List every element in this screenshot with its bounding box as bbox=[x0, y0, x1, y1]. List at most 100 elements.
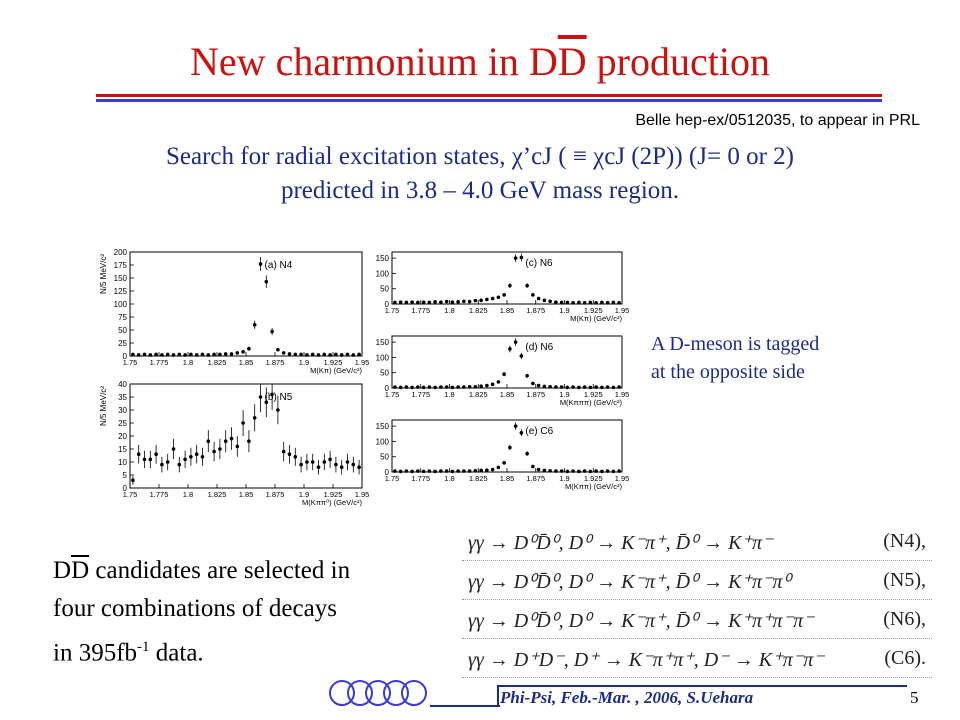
data-point bbox=[270, 392, 274, 397]
x-tick-label: 1.925 bbox=[324, 490, 343, 499]
data-point bbox=[508, 283, 512, 288]
x-tick-label: 1.95 bbox=[615, 474, 630, 483]
data-point bbox=[502, 461, 506, 465]
panel-label: (a) N4 bbox=[265, 260, 293, 271]
y-axis-label: N/5 MeV/c² bbox=[99, 386, 108, 426]
data-point bbox=[462, 299, 466, 304]
data-point bbox=[194, 452, 199, 456]
headline-line-2: predicted in 3.8 – 4.0 GeV mass region. bbox=[280, 177, 680, 204]
x-axis-label: M(Kπ) (GeV/c²) bbox=[570, 314, 622, 323]
y-tick-label: 25 bbox=[118, 339, 127, 348]
data-point bbox=[548, 468, 552, 473]
data-point bbox=[404, 300, 409, 305]
data-point bbox=[177, 462, 182, 467]
data-point bbox=[183, 353, 187, 357]
data-point bbox=[605, 300, 610, 305]
side-note-line-2: at the opposite side bbox=[651, 361, 805, 383]
plot-frame bbox=[129, 383, 363, 489]
data-point bbox=[525, 373, 529, 378]
data-point bbox=[154, 452, 158, 456]
data-point bbox=[536, 467, 541, 472]
headline: Search for radial excitation states, χ’c… bbox=[0, 140, 960, 208]
data-point bbox=[305, 460, 309, 464]
decay-tag: (N4), bbox=[883, 530, 926, 552]
data-point bbox=[571, 385, 575, 389]
data-point bbox=[582, 385, 587, 389]
data-point bbox=[450, 300, 455, 304]
data-point bbox=[508, 347, 512, 351]
selection-dbar: D bbox=[71, 557, 90, 584]
data-point bbox=[444, 385, 449, 389]
data-point bbox=[542, 384, 547, 389]
y-tick-label: 0 bbox=[123, 484, 128, 493]
selection-d: D bbox=[53, 557, 72, 584]
data-point bbox=[462, 385, 466, 389]
data-point bbox=[531, 381, 535, 386]
data-point bbox=[206, 353, 211, 357]
data-point bbox=[270, 329, 274, 334]
decay-equation: γγ → D⁰D̄⁰, D⁰ → K⁻π⁺, D̄⁰ → K⁺π⁻ bbox=[468, 532, 773, 554]
data-point bbox=[473, 298, 478, 303]
x-tick-label: 1.825 bbox=[469, 306, 488, 315]
data-point bbox=[433, 385, 437, 390]
x-tick-label: 1.95 bbox=[355, 358, 370, 367]
data-point bbox=[410, 300, 414, 304]
data-point bbox=[611, 469, 616, 474]
data-point bbox=[148, 457, 153, 462]
data-point bbox=[605, 469, 610, 473]
x-tick-label: 1.925 bbox=[584, 306, 603, 315]
data-point bbox=[611, 385, 616, 390]
data-point bbox=[404, 469, 409, 473]
data-point bbox=[212, 449, 216, 454]
y-tick-label: 75 bbox=[118, 313, 127, 322]
x-tick-label: 1.95 bbox=[615, 390, 630, 399]
y-tick-label: 150 bbox=[376, 254, 390, 263]
page-number: 5 bbox=[910, 688, 919, 707]
panel-label: (b) N5 bbox=[265, 392, 293, 403]
data-point bbox=[351, 462, 356, 467]
x-tick-label: 1.775 bbox=[411, 306, 430, 315]
data-point bbox=[467, 384, 472, 389]
decay-tag: (C6). bbox=[884, 647, 926, 669]
data-point bbox=[281, 449, 286, 454]
data-point bbox=[206, 439, 211, 443]
data-point bbox=[525, 451, 529, 456]
data-point bbox=[339, 465, 344, 469]
data-point bbox=[328, 353, 332, 357]
data-point bbox=[496, 465, 501, 470]
data-point bbox=[154, 352, 158, 357]
x-tick-label: 1.875 bbox=[526, 474, 545, 483]
data-point bbox=[200, 352, 205, 357]
data-point bbox=[328, 457, 332, 462]
x-tick-label: 1.85 bbox=[500, 390, 515, 399]
data-point bbox=[450, 469, 455, 474]
data-point bbox=[165, 352, 170, 357]
data-point bbox=[479, 468, 483, 473]
data-point bbox=[582, 469, 587, 473]
data-point bbox=[212, 352, 216, 357]
x-tick-label: 1.9 bbox=[559, 390, 569, 399]
data-point bbox=[310, 460, 315, 464]
data-point bbox=[594, 469, 598, 473]
x-tick-label: 1.825 bbox=[208, 490, 227, 499]
selection-line-1: DD candidates are selected in bbox=[53, 552, 350, 590]
decay-equation: γγ → D⁰D̄⁰, D⁰ → K⁻π⁺, D̄⁰ → K⁺π⁺π⁻π⁻ bbox=[468, 610, 814, 632]
data-point bbox=[473, 384, 478, 389]
title-underline-red bbox=[96, 94, 882, 97]
y-tick-label: 100 bbox=[114, 300, 128, 309]
data-point bbox=[165, 460, 170, 464]
x-tick-label: 1.9 bbox=[299, 358, 309, 367]
data-point bbox=[247, 439, 251, 443]
data-point bbox=[467, 299, 472, 304]
data-point bbox=[357, 465, 361, 469]
y-tick-label: 50 bbox=[380, 453, 389, 462]
selection-line-3: in 395fb-1 data. bbox=[53, 628, 350, 672]
data-point bbox=[565, 300, 570, 305]
panel-label: (c) N6 bbox=[525, 258, 553, 269]
data-point bbox=[565, 469, 570, 474]
x-axis-label: M(Kπππ) (GeV/c²) bbox=[560, 398, 623, 407]
data-point bbox=[393, 385, 397, 389]
data-point bbox=[456, 469, 460, 473]
data-point bbox=[293, 455, 298, 459]
data-point bbox=[542, 468, 547, 473]
